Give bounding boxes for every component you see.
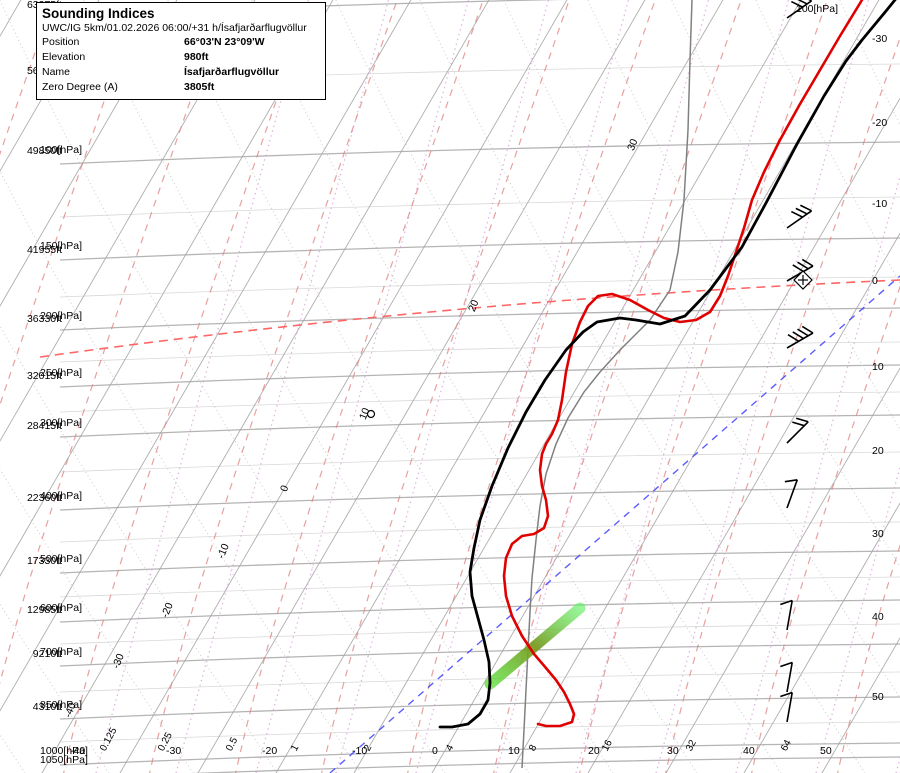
right-temperature-tick-label: -10 (872, 198, 888, 210)
right-temperature-tick-label: 50 (872, 691, 884, 703)
special-level-lines (39, 275, 900, 773)
wind-barb (786, 417, 809, 444)
info-key-position: Position (42, 36, 80, 48)
panel-title: Sounding Indices (42, 6, 155, 21)
bottom-temperature-tick-label: -30 (166, 745, 182, 757)
wind-barb (786, 325, 814, 349)
pressure-tick-label: 700[hPa] (40, 646, 83, 658)
altitude-tick-label: 22360ft (26, 492, 62, 504)
wind-barb (780, 691, 793, 723)
info-value-name: Ísafjarðarflugvöllur (184, 66, 280, 78)
info-key-elevation: Elevation (42, 51, 86, 63)
top-pressure-label: 100[hPa] (796, 3, 839, 15)
temperature-profile-curve (438, 0, 897, 729)
bottom-temperature-tick-label: -40 (70, 745, 86, 757)
info-row-name: Name Ísafjarðarflugvöllur (42, 65, 320, 80)
altitude-tick-label: 49850ft (26, 145, 62, 157)
info-key-name: Name (42, 66, 71, 78)
sounding-indices-panel: Sounding Indices UWC/IG 5km/01.02.2026 0… (36, 2, 326, 100)
right-temperature-tick-label: 40 (872, 611, 884, 623)
pressure-tick-label: 250[hPa] (40, 367, 83, 379)
altitude-tick-label: 12985ft (26, 604, 62, 616)
altitude-tick-label: 9210ft (32, 648, 62, 660)
parcel-path-curve (521, 0, 693, 769)
info-value-elevation: 980ft (184, 51, 209, 63)
info-row-zero-degree: Zero Degree (A) 3805ft (42, 80, 320, 95)
bottom-temperature-tick-label: 20 (588, 745, 600, 757)
wind-barb (786, 258, 814, 282)
pressure-tick-label: 300[hPa] (40, 417, 83, 429)
bottom-temperature-tick-label: 50 (820, 745, 832, 757)
right-temperature-tick-label: 0 (872, 275, 878, 287)
shear-vector (484, 602, 586, 690)
info-row-elevation: Elevation 980ft (42, 50, 320, 65)
right-temperature-tick-label: -30 (872, 33, 888, 45)
bottom-temperature-tick-label: 40 (743, 745, 755, 757)
altitude-tick-label: 28415ft (26, 420, 62, 432)
pressure-tick-label: 500[hPa] (40, 553, 83, 565)
pressure-tick-label: 1050[hPa] (40, 754, 88, 766)
bottom-temperature-tick-label: -10 (352, 745, 368, 757)
wind-barb (780, 599, 793, 631)
bottom-temperature-tick-label: -20 (262, 745, 278, 757)
wind-barb (786, 0, 813, 19)
info-value-zero-degree: 3805ft (184, 81, 215, 93)
pressure-tick-label: 150[hPa] (40, 240, 83, 252)
pressure-tick-label: 100[hPa] (40, 144, 83, 156)
bottom-temperature-tick-label: 10 (508, 745, 520, 757)
pressure-tick-label: 1000[hPa] (40, 745, 88, 757)
pressure-tick-label: 600[hPa] (40, 602, 83, 614)
altitude-tick-label: 4310ft (32, 701, 62, 713)
pressure-tick-label: 400[hPa] (40, 490, 83, 502)
pressure-tick-label: 850[hPa] (40, 699, 83, 711)
right-temperature-tick-label: 20 (872, 445, 884, 457)
wind-barb-column (780, 0, 814, 723)
wind-barb (784, 479, 799, 509)
panel-subtitle: UWC/IG 5km/01.02.2026 06:00/+31 h/Ísafja… (42, 22, 307, 34)
bottom-temperature-tick-label: 0 (432, 745, 438, 757)
altitude-tick-label: 36330ft (26, 313, 62, 325)
info-value-position: 66°03'N 23°09'W (184, 36, 265, 48)
bottom-temperature-tick-label: 30 (667, 745, 679, 757)
freezing-level-marker (366, 270, 813, 419)
pressure-tick-label: 200[hPa] (40, 310, 83, 322)
info-row-position: Position 66°03'N 23°09'W (42, 35, 320, 50)
altitude-tick-label: 17330ft (26, 555, 62, 567)
wind-barb (780, 661, 793, 693)
altitude-tick-label: 41955ft (26, 244, 62, 256)
altitude-tick-label: 32015ft (26, 370, 62, 382)
wind-barb (786, 204, 813, 229)
right-temperature-tick-label: -20 (872, 117, 888, 129)
info-key-zero-degree: Zero Degree (A) (42, 81, 118, 93)
right-temperature-tick-label: 30 (872, 528, 884, 540)
right-temperature-tick-label: 10 (872, 361, 884, 373)
